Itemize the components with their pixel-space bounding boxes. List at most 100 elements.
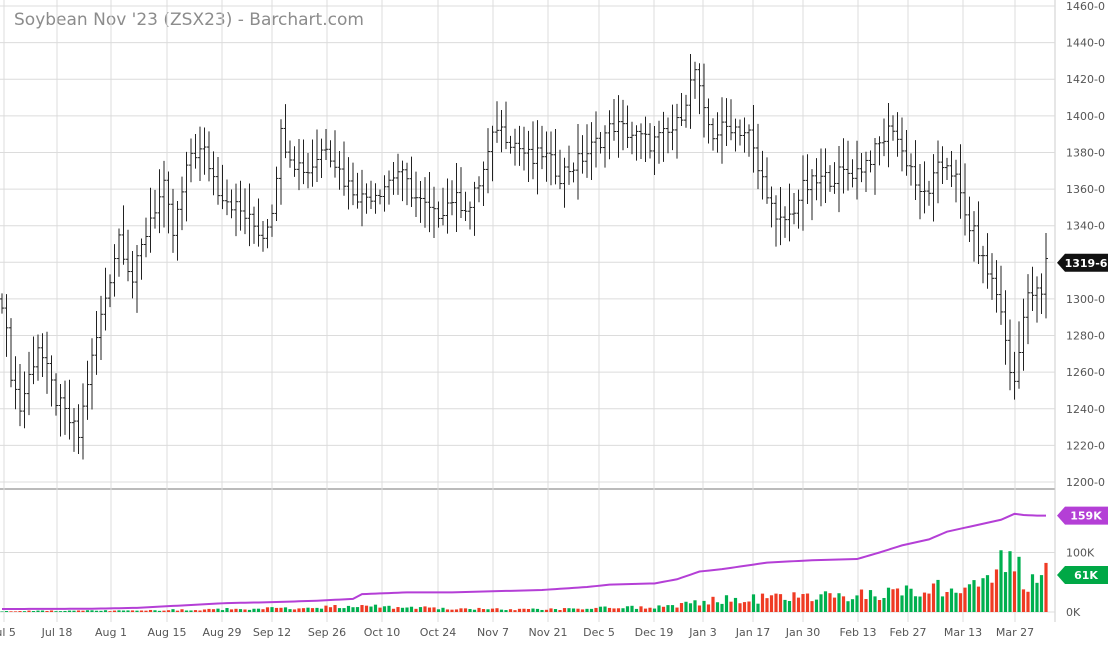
volume-bar <box>940 596 945 612</box>
volume-bar <box>868 590 873 612</box>
volume-bar <box>562 608 567 612</box>
date-tick-label: Sep 26 <box>308 626 346 639</box>
volume-bar <box>387 605 391 612</box>
price-tick-label: 1240-0 <box>1066 403 1105 416</box>
volume-bar <box>234 608 238 612</box>
date-tick-label: Jul 18 <box>41 626 73 639</box>
volume-bar <box>9 611 13 612</box>
volume-bar <box>90 610 94 612</box>
volume-bar <box>913 596 918 612</box>
volume-bar <box>999 550 1003 612</box>
volume-bar <box>621 608 625 612</box>
price-tick-label: 1340-0 <box>1066 220 1105 233</box>
volume-bar <box>720 603 724 612</box>
volume-bar <box>472 609 477 612</box>
volume-bar <box>18 611 22 612</box>
volume-bar <box>279 607 283 612</box>
price-tick-label: 1360-0 <box>1066 183 1105 196</box>
volume-bar <box>553 609 558 612</box>
volume-bar <box>882 597 886 612</box>
volume-bar <box>369 606 373 612</box>
volume-bar <box>805 593 810 612</box>
volume-bar <box>229 609 234 612</box>
date-tick-label: Jul 5 <box>0 626 16 639</box>
volume-bar <box>598 606 603 612</box>
volume-bar <box>85 610 90 612</box>
volume-bar <box>846 601 850 612</box>
volume-bar <box>535 608 540 612</box>
volume-bar <box>193 610 198 612</box>
volume-bar <box>900 595 904 612</box>
volume-bar <box>243 609 247 612</box>
volume-bar <box>639 606 643 612</box>
volume-bar <box>315 607 319 612</box>
volume-bar <box>63 610 67 612</box>
volume-bar <box>904 585 909 612</box>
volume-bar <box>711 596 715 612</box>
volume-bar <box>634 608 639 612</box>
volume-bar <box>378 607 382 612</box>
volume-bar <box>454 609 459 612</box>
volume-bar <box>679 603 684 612</box>
volume-bar <box>850 599 855 612</box>
volume-bar <box>166 610 171 612</box>
volume-bar <box>607 607 612 612</box>
volume-bar <box>382 606 387 612</box>
volume-bar <box>738 603 742 612</box>
volume-bar <box>778 594 783 612</box>
volume-bar <box>490 608 495 612</box>
volume-bar <box>891 589 895 612</box>
volume-bar <box>1012 571 1017 612</box>
volume-bar <box>670 605 675 612</box>
volume-bar <box>463 608 468 612</box>
volume-bar <box>432 607 436 612</box>
volume-bar <box>666 605 670 612</box>
grid-layer <box>0 0 1056 622</box>
volume-bar <box>688 603 693 612</box>
volume-bar <box>31 611 36 612</box>
volume-bar <box>760 593 765 612</box>
volume-bar <box>544 609 549 612</box>
volume-bar <box>877 600 882 612</box>
date-tick-label: Jan 3 <box>688 626 716 639</box>
volume-bar <box>715 602 720 612</box>
volume-bar <box>76 610 81 612</box>
volume-bar <box>594 607 598 612</box>
volume-bar <box>526 608 531 612</box>
volume-bar <box>643 608 648 612</box>
volume-bar <box>135 610 139 612</box>
volume-tick-label: 100K <box>1066 547 1095 560</box>
volume-bar <box>324 605 328 612</box>
volume-bar <box>603 606 607 612</box>
volume-bar <box>1017 556 1021 612</box>
volume-bar <box>351 607 355 612</box>
volume-bar <box>702 600 706 612</box>
volume-bar <box>513 610 517 612</box>
price-tick-label: 1300-0 <box>1066 293 1105 306</box>
volume-bar <box>108 611 112 612</box>
date-tick-label: Oct 24 <box>420 626 457 639</box>
volume-bar <box>936 579 940 612</box>
volume-bar <box>990 582 994 612</box>
volume-bar <box>540 609 544 612</box>
last-price-badge: 1319-6 <box>1057 253 1108 272</box>
volume-bar <box>180 609 184 612</box>
volume-bar <box>931 583 936 612</box>
volume-bar <box>958 593 963 612</box>
volume-bar <box>994 569 999 612</box>
volume-bar <box>247 609 252 612</box>
volume-bar <box>531 608 535 612</box>
volume-bar <box>220 610 225 612</box>
volume-bar <box>1021 589 1026 612</box>
volume-bar <box>873 596 877 612</box>
volume-bar <box>459 608 463 612</box>
volume-bar <box>121 610 126 612</box>
volume-bar <box>252 608 256 612</box>
volume-bar <box>895 588 900 612</box>
volume-bar <box>409 606 414 612</box>
volume-bar <box>441 607 445 612</box>
volume-bar <box>184 610 189 612</box>
volume-bar <box>405 607 409 612</box>
date-tick-label: Aug 1 <box>95 626 127 639</box>
volume-bar <box>859 589 864 612</box>
